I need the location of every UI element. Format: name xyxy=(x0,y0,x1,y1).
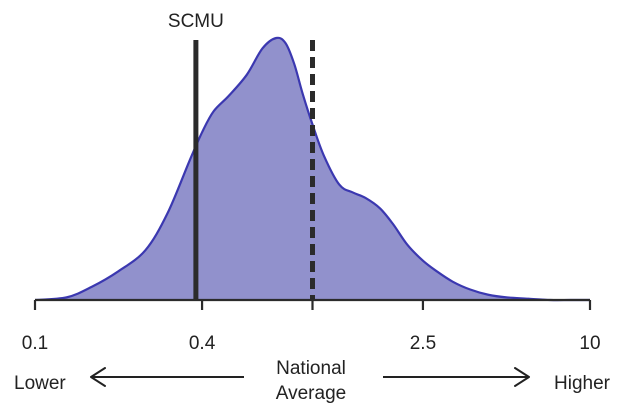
marker-layer: SCMU xyxy=(168,11,315,300)
x-tick-label-3: 2.5 xyxy=(410,333,436,354)
annotation-layer: Lower National Average Higher xyxy=(14,358,611,404)
x-tick-label-4: 10 xyxy=(579,333,600,354)
average-label: Average xyxy=(276,383,346,404)
national-label: National xyxy=(276,358,346,379)
axis-layer: 0.1 0.4 2.5 10 xyxy=(22,298,601,354)
x-tick-label-0: 0.1 xyxy=(22,333,48,354)
higher-label: Higher xyxy=(554,373,611,394)
left-arrow-head xyxy=(90,367,106,387)
lower-label: Lower xyxy=(14,373,66,394)
marker-label-0: SCMU xyxy=(168,11,224,32)
density-outline-0 xyxy=(34,36,590,302)
right-arrow-head xyxy=(514,367,530,387)
x-tick-label-1: 0.4 xyxy=(189,333,216,354)
